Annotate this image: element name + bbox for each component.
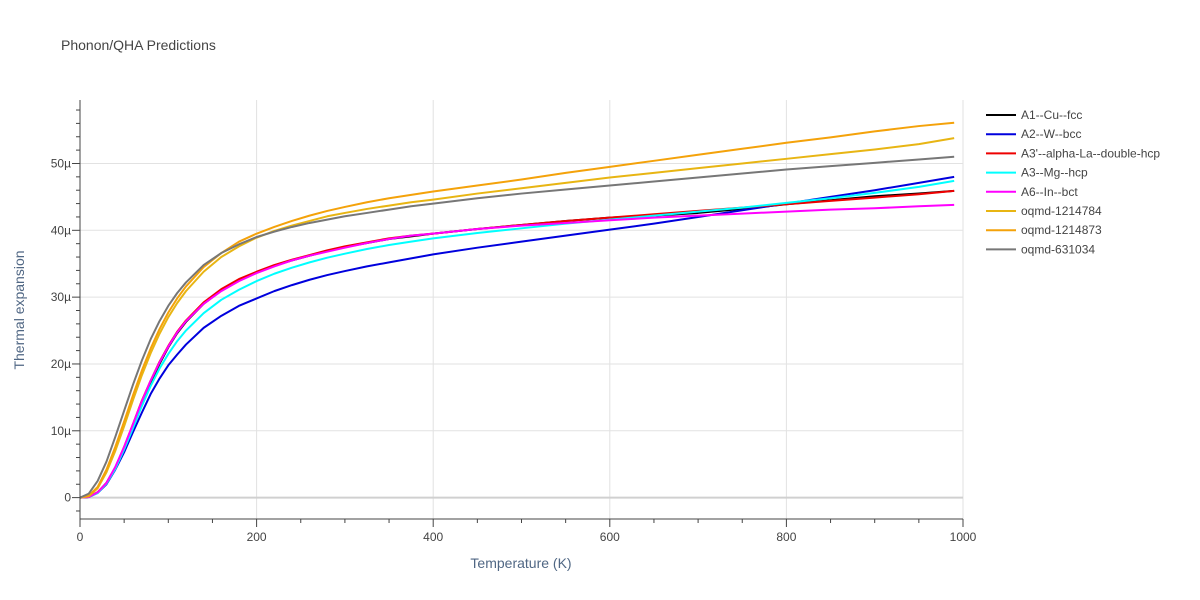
x-axis-title: Temperature (K) [470, 555, 571, 571]
legend-label: A6--In--bct [1021, 185, 1078, 199]
legend-label: oqmd-1214873 [1021, 223, 1102, 237]
legend-item-4[interactable]: A6--In--bct [986, 185, 1078, 199]
series-line-3[interactable] [79, 179, 955, 499]
x-tick-label: 200 [247, 530, 267, 544]
y-axis-title: Thermal expansion [11, 250, 27, 369]
legend-item-0[interactable]: A1--Cu--fcc [986, 108, 1082, 122]
x-tick-label: 600 [600, 530, 620, 544]
series-line-7[interactable] [79, 155, 955, 499]
series-line-1[interactable] [79, 175, 955, 499]
x-tick-label: 800 [776, 530, 796, 544]
x-tick-label: 400 [423, 530, 443, 544]
legend-item-6[interactable]: oqmd-1214873 [986, 223, 1102, 237]
chart-title: Phonon/QHA Predictions [61, 37, 216, 53]
x-tick-label: 1000 [950, 530, 977, 544]
series-line-4[interactable] [79, 203, 955, 499]
axes [79, 100, 963, 520]
legend[interactable]: A1--Cu--fcc A2--W--bcc A3'--alpha-La--doub… [986, 108, 1160, 256]
y-tick-label: 0 [64, 491, 71, 505]
y-tick-label: 40µ [51, 223, 71, 237]
series-line-5[interactable] [79, 137, 955, 499]
legend-label: A2--W--bcc [1021, 127, 1081, 141]
legend-label: A3'--alpha-La--double-hcp [1021, 146, 1160, 160]
legend-item-3[interactable]: A3--Mg--hcp [986, 166, 1088, 180]
plot-area [79, 121, 955, 499]
legend-item-2[interactable]: A3'--alpha-La--double-hcp [986, 146, 1160, 160]
series-line-6[interactable] [79, 121, 955, 499]
legend-label: oqmd-631034 [1021, 242, 1095, 256]
legend-label: A1--Cu--fcc [1021, 108, 1082, 122]
y-tick-label: 20µ [51, 357, 71, 371]
legend-label: oqmd-1214784 [1021, 204, 1102, 218]
y-tick-label: 50µ [51, 156, 71, 170]
legend-item-7[interactable]: oqmd-631034 [986, 242, 1095, 256]
y-tick-label: 10µ [51, 424, 71, 438]
y-tick-label: 30µ [51, 290, 71, 304]
x-axis: 0 200 400 600 800 1000 [77, 519, 977, 544]
y-axis: 0 10µ 20µ 30µ 40µ 50µ [51, 156, 80, 505]
legend-item-1[interactable]: A2--W--bcc [986, 127, 1081, 141]
x-tick-label: 0 [77, 530, 84, 544]
minor-ticks [76, 109, 920, 523]
legend-item-5[interactable]: oqmd-1214784 [986, 204, 1102, 218]
legend-label: A3--Mg--hcp [1021, 166, 1088, 180]
